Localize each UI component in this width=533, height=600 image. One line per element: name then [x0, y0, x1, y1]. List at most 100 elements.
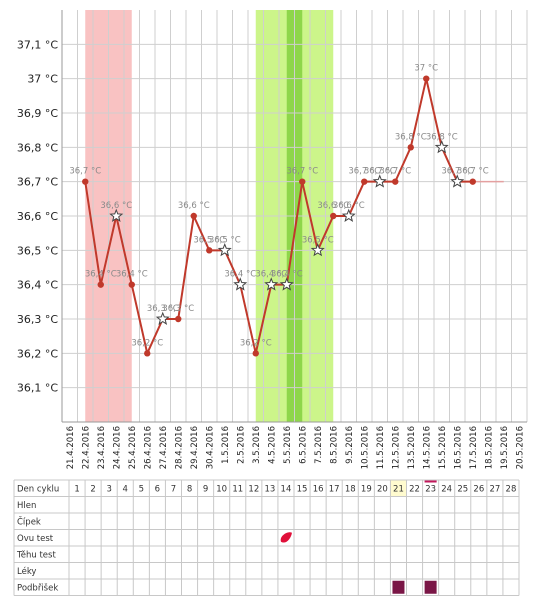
day-number: 21: [393, 485, 404, 495]
x-axis: 21.4.2016 22.4.2016 23.4.2016 24.4.2016 25.4…: [62, 421, 527, 469]
data-label: 36,6 °C: [317, 201, 349, 211]
data-point: [423, 75, 430, 82]
data-label: 36,6 °C: [100, 201, 132, 211]
data-point: [252, 350, 259, 357]
x-tick-label: 20.5.2016: [515, 426, 525, 469]
y-tick-label: 36,1 °C: [17, 382, 58, 395]
x-tick-label: 6.5.2016: [298, 426, 308, 464]
x-tick-label: 1.5.2016: [221, 426, 231, 464]
row-label: Ovu test: [17, 534, 54, 544]
day-number: 24: [441, 485, 452, 495]
day-number: 4: [123, 485, 128, 495]
star-point: [264, 277, 279, 291]
data-label: 36,4 °C: [224, 270, 256, 280]
star-point: [279, 277, 294, 291]
data-label: 36,6 °C: [178, 201, 210, 211]
x-tick-label: 3.5.2016: [252, 426, 262, 464]
star-point: [109, 208, 124, 222]
x-tick-label: 19.5.2016: [500, 426, 510, 469]
data-point: [299, 178, 306, 185]
x-tick-label: 13.5.2016: [407, 426, 417, 469]
data-label: 36,2 °C: [240, 338, 272, 348]
data-label: 36,5 °C: [193, 235, 225, 245]
day-number: 17: [329, 485, 340, 495]
data-point: [361, 178, 368, 185]
star-point: [217, 242, 232, 257]
day-number: 3: [106, 485, 111, 495]
star-point: [372, 174, 387, 188]
x-tick-label: 11.5.2016: [376, 426, 386, 469]
y-tick-label: 37 °C: [27, 73, 58, 86]
x-tick-label: 24.4.2016: [112, 426, 122, 469]
day-number: 26: [473, 485, 484, 495]
day-number: 22: [409, 485, 420, 495]
data-label: 36,4 °C: [116, 270, 148, 280]
data-label: 36,7 °C: [457, 167, 489, 177]
row-label: Podbřišek: [17, 583, 58, 594]
data-point: [144, 350, 151, 357]
x-tick-label: 29.4.2016: [190, 426, 200, 469]
day-number: 23: [425, 485, 436, 495]
day-number: 12: [248, 485, 259, 495]
y-tick-label: 36,6 °C: [17, 210, 58, 223]
day-number: 19: [361, 485, 372, 495]
y-tick-label: 36,5 °C: [17, 244, 58, 257]
row-label: Těhu test: [16, 551, 56, 561]
x-tick-label: 10.5.2016: [360, 426, 370, 469]
day-number: 14: [281, 485, 292, 495]
day-number: 27: [489, 485, 500, 495]
y-tick-label: 36,7 °C: [17, 176, 58, 189]
day-number: 25: [457, 485, 468, 495]
x-tick-label: 8.5.2016: [329, 426, 339, 464]
data-label: 36,4 °C: [85, 270, 117, 280]
day-number: 13: [264, 485, 275, 495]
data-label: 37 °C: [414, 64, 438, 74]
data-point: [97, 281, 104, 288]
data-point: [407, 144, 414, 151]
y-tick-label: 36,3 °C: [17, 313, 58, 326]
data-label: 36,6 °C: [333, 201, 365, 211]
data-label: 36,8 °C: [395, 132, 427, 142]
data-point: [190, 212, 197, 220]
square-icon: [392, 580, 405, 594]
day-number: 9: [203, 485, 208, 495]
day-number: 5: [139, 485, 144, 495]
star-point: [341, 208, 356, 222]
data-label: 36,8 °C: [426, 132, 458, 142]
day-number: 15: [297, 485, 308, 495]
x-tick-label: 17.5.2016: [469, 426, 479, 469]
y-tick-label: 37,1 °C: [17, 38, 58, 51]
x-tick-label: 16.5.2016: [453, 426, 463, 469]
temperature-series: 36,7 °C 36,4 °C 36,6 °C 36,4 °C 36,2 °C 36,3 …: [69, 64, 504, 357]
row-label: Léky: [17, 566, 36, 577]
x-tick-label: 18.5.2016: [484, 426, 494, 469]
x-tick-label: 12.5.2016: [391, 426, 401, 469]
series-line: [84, 78, 473, 357]
day-number: 18: [345, 485, 356, 495]
y-tick-label: 36,8 °C: [17, 141, 58, 154]
x-tick-label: 4.5.2016: [267, 426, 277, 464]
y-tick-label: 36,4 °C: [17, 279, 58, 292]
star-point: [434, 139, 449, 154]
day-number: 11: [232, 485, 243, 495]
data-point: [128, 281, 135, 288]
day-number: 8: [187, 485, 192, 495]
day-number: 10: [216, 485, 227, 495]
x-tick-label: 14.5.2016: [422, 426, 432, 469]
data-label: 36,3 °C: [162, 304, 194, 314]
row-label: Čípek: [17, 516, 41, 528]
x-tick-label: 15.5.2016: [438, 426, 448, 469]
data-label: 36,7 °C: [348, 167, 380, 177]
table-header-label: Den cyklu: [17, 485, 59, 495]
data-label: 36,4 °C: [255, 270, 287, 280]
highlight-day-cell: [390, 480, 407, 497]
data-point: [392, 178, 399, 185]
data-label: 36,7 °C: [286, 167, 318, 177]
data-label: 36,5 °C: [302, 235, 334, 245]
x-tick-label: 26.4.2016: [143, 426, 153, 469]
day-number: 1: [74, 485, 79, 495]
y-axis: 36,1 °C 36,2 °C 36,3 °C 36,4 °C 36,5 °C 36,6 …: [17, 10, 63, 422]
star-point: [155, 311, 170, 325]
y-tick-label: 36,2 °C: [17, 347, 58, 360]
